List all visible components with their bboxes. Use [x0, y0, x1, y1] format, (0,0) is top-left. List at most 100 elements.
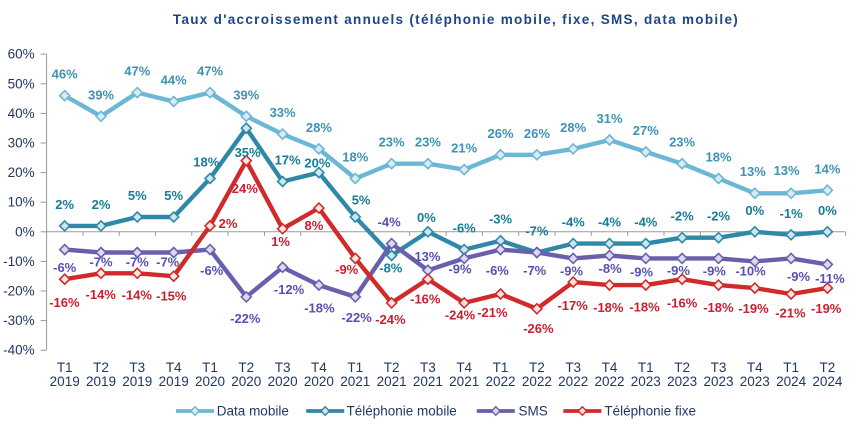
svg-text:-6%: -6%	[486, 263, 510, 278]
svg-text:31%: 31%	[596, 111, 622, 126]
svg-text:18%: 18%	[342, 150, 368, 165]
svg-text:44%: 44%	[161, 73, 187, 88]
svg-text:2023: 2023	[703, 374, 733, 389]
svg-text:-24%: -24%	[445, 307, 476, 322]
svg-text:T1: T1	[347, 360, 363, 375]
svg-text:-7%: -7%	[523, 263, 547, 278]
svg-text:1%: 1%	[271, 234, 290, 249]
svg-text:2020: 2020	[231, 374, 261, 389]
svg-text:-9%: -9%	[335, 262, 359, 277]
svg-text:2022: 2022	[594, 374, 624, 389]
svg-text:-16%: -16%	[49, 295, 80, 310]
svg-text:-11%: -11%	[815, 271, 845, 286]
svg-text:2024: 2024	[812, 374, 843, 389]
svg-text:T3: T3	[129, 360, 145, 375]
svg-text:T2: T2	[529, 360, 545, 375]
svg-text:-9%: -9%	[703, 264, 727, 279]
svg-text:T2: T2	[93, 360, 109, 375]
svg-text:-8%: -8%	[379, 261, 403, 276]
svg-text:-9%: -9%	[667, 263, 691, 278]
svg-text:0%: 0%	[15, 224, 35, 239]
svg-text:T1: T1	[202, 360, 218, 375]
svg-text:35%: 35%	[235, 145, 261, 160]
svg-text:28%: 28%	[306, 120, 332, 135]
svg-text:-24%: -24%	[375, 312, 406, 327]
svg-text:T1: T1	[638, 360, 654, 375]
svg-text:2024: 2024	[776, 374, 807, 389]
svg-text:-19%: -19%	[811, 301, 842, 316]
svg-text:-16%: -16%	[410, 291, 441, 306]
svg-text:Téléphonie fixe: Téléphonie fixe	[604, 404, 696, 419]
svg-text:10%: 10%	[8, 195, 35, 210]
svg-text:T1: T1	[493, 360, 509, 375]
svg-text:-22%: -22%	[230, 311, 261, 326]
svg-text:40%: 40%	[8, 106, 35, 121]
svg-text:-14%: -14%	[122, 288, 153, 303]
svg-text:-9%: -9%	[448, 262, 472, 277]
svg-text:13%: 13%	[740, 164, 766, 179]
svg-text:0%: 0%	[745, 203, 764, 218]
svg-text:-4%: -4%	[562, 215, 586, 230]
svg-text:2021: 2021	[340, 374, 370, 389]
svg-text:Taux d'accroissement annuels (: Taux d'accroissement annuels (téléphonie…	[173, 12, 739, 27]
svg-text:-2%: -2%	[671, 209, 695, 224]
svg-text:-7%: -7%	[89, 255, 113, 270]
svg-text:50%: 50%	[8, 76, 35, 91]
svg-text:-21%: -21%	[477, 305, 508, 320]
svg-text:SMS: SMS	[519, 404, 548, 419]
svg-text:-4%: -4%	[378, 215, 402, 230]
svg-text:-9%: -9%	[560, 264, 584, 279]
svg-text:2019: 2019	[86, 374, 116, 389]
svg-text:-14%: -14%	[86, 287, 117, 302]
svg-text:2023: 2023	[740, 374, 770, 389]
svg-text:T1: T1	[783, 360, 799, 375]
svg-text:-6%: -6%	[200, 263, 224, 278]
svg-text:60%: 60%	[8, 47, 35, 62]
svg-text:-6%: -6%	[53, 260, 77, 275]
svg-text:2023: 2023	[667, 374, 697, 389]
svg-text:26%: 26%	[524, 126, 550, 141]
svg-text:39%: 39%	[88, 87, 114, 102]
svg-text:30%: 30%	[8, 136, 35, 151]
svg-text:-1%: -1%	[780, 206, 804, 221]
svg-text:8%: 8%	[305, 218, 324, 233]
svg-text:T3: T3	[565, 360, 581, 375]
svg-text:T3: T3	[711, 360, 727, 375]
svg-text:T2: T2	[238, 360, 254, 375]
svg-text:26%: 26%	[487, 126, 513, 141]
svg-text:14%: 14%	[814, 161, 840, 176]
svg-text:-7%: -7%	[156, 255, 180, 270]
svg-text:-15%: -15%	[156, 288, 187, 303]
svg-text:-20%: -20%	[3, 284, 35, 299]
svg-text:-26%: -26%	[523, 321, 554, 336]
svg-text:-40%: -40%	[3, 343, 35, 358]
svg-text:-3%: -3%	[489, 212, 513, 227]
svg-text:-7%: -7%	[525, 224, 549, 239]
svg-text:-6%: -6%	[453, 221, 477, 236]
svg-text:Téléphonie mobile: Téléphonie mobile	[347, 404, 457, 419]
svg-text:-21%: -21%	[775, 306, 806, 321]
svg-text:47%: 47%	[197, 64, 223, 79]
svg-text:21%: 21%	[451, 141, 477, 156]
svg-text:T2: T2	[384, 360, 400, 375]
svg-text:-18%: -18%	[593, 300, 624, 315]
svg-text:-7%: -7%	[126, 255, 150, 270]
svg-text:2019: 2019	[122, 374, 152, 389]
svg-text:5%: 5%	[352, 192, 371, 207]
svg-text:T4: T4	[456, 360, 472, 375]
svg-text:-18%: -18%	[629, 299, 660, 314]
svg-text:24%: 24%	[232, 181, 258, 196]
svg-text:-17%: -17%	[557, 298, 588, 313]
svg-text:2%: 2%	[92, 197, 111, 212]
svg-text:28%: 28%	[560, 120, 586, 135]
svg-text:-2%: -2%	[707, 209, 731, 224]
svg-text:18%: 18%	[705, 150, 731, 165]
svg-text:-4%: -4%	[634, 215, 658, 230]
svg-text:-12%: -12%	[274, 282, 305, 297]
svg-text:20%: 20%	[8, 165, 35, 180]
svg-text:2%: 2%	[55, 197, 74, 212]
svg-text:23%: 23%	[415, 135, 441, 150]
svg-text:0%: 0%	[818, 203, 837, 218]
svg-text:-19%: -19%	[738, 301, 769, 316]
svg-text:-18%: -18%	[703, 300, 734, 315]
